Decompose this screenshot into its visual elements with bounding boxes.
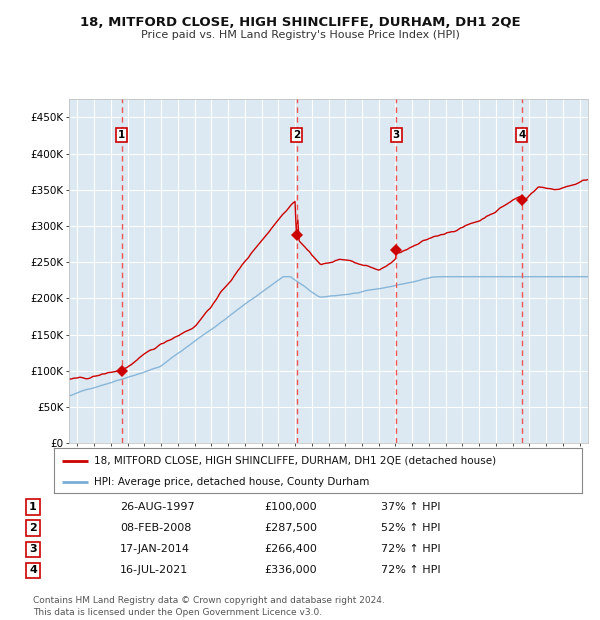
Text: 72% ↑ HPI: 72% ↑ HPI	[381, 565, 440, 575]
Text: Contains HM Land Registry data © Crown copyright and database right 2024.
This d: Contains HM Land Registry data © Crown c…	[33, 596, 385, 617]
Text: 26-AUG-1997: 26-AUG-1997	[120, 502, 194, 512]
Text: 52% ↑ HPI: 52% ↑ HPI	[381, 523, 440, 533]
Text: 2: 2	[293, 130, 301, 140]
Text: 1: 1	[118, 130, 125, 140]
Text: 37% ↑ HPI: 37% ↑ HPI	[381, 502, 440, 512]
Text: 17-JAN-2014: 17-JAN-2014	[120, 544, 190, 554]
Text: £336,000: £336,000	[264, 565, 317, 575]
Text: 3: 3	[29, 544, 37, 554]
Text: Price paid vs. HM Land Registry's House Price Index (HPI): Price paid vs. HM Land Registry's House …	[140, 30, 460, 40]
Text: 2: 2	[29, 523, 37, 533]
Text: 3: 3	[392, 130, 400, 140]
Text: £100,000: £100,000	[264, 502, 317, 512]
Text: 72% ↑ HPI: 72% ↑ HPI	[381, 544, 440, 554]
Text: 16-JUL-2021: 16-JUL-2021	[120, 565, 188, 575]
Text: 1: 1	[29, 502, 37, 512]
Text: HPI: Average price, detached house, County Durham: HPI: Average price, detached house, Coun…	[94, 477, 369, 487]
Text: 18, MITFORD CLOSE, HIGH SHINCLIFFE, DURHAM, DH1 2QE: 18, MITFORD CLOSE, HIGH SHINCLIFFE, DURH…	[80, 16, 520, 29]
Text: 08-FEB-2008: 08-FEB-2008	[120, 523, 191, 533]
Text: £287,500: £287,500	[264, 523, 317, 533]
Text: 18, MITFORD CLOSE, HIGH SHINCLIFFE, DURHAM, DH1 2QE (detached house): 18, MITFORD CLOSE, HIGH SHINCLIFFE, DURH…	[94, 456, 496, 466]
Text: 4: 4	[518, 130, 526, 140]
Text: 4: 4	[29, 565, 37, 575]
Text: £266,400: £266,400	[264, 544, 317, 554]
